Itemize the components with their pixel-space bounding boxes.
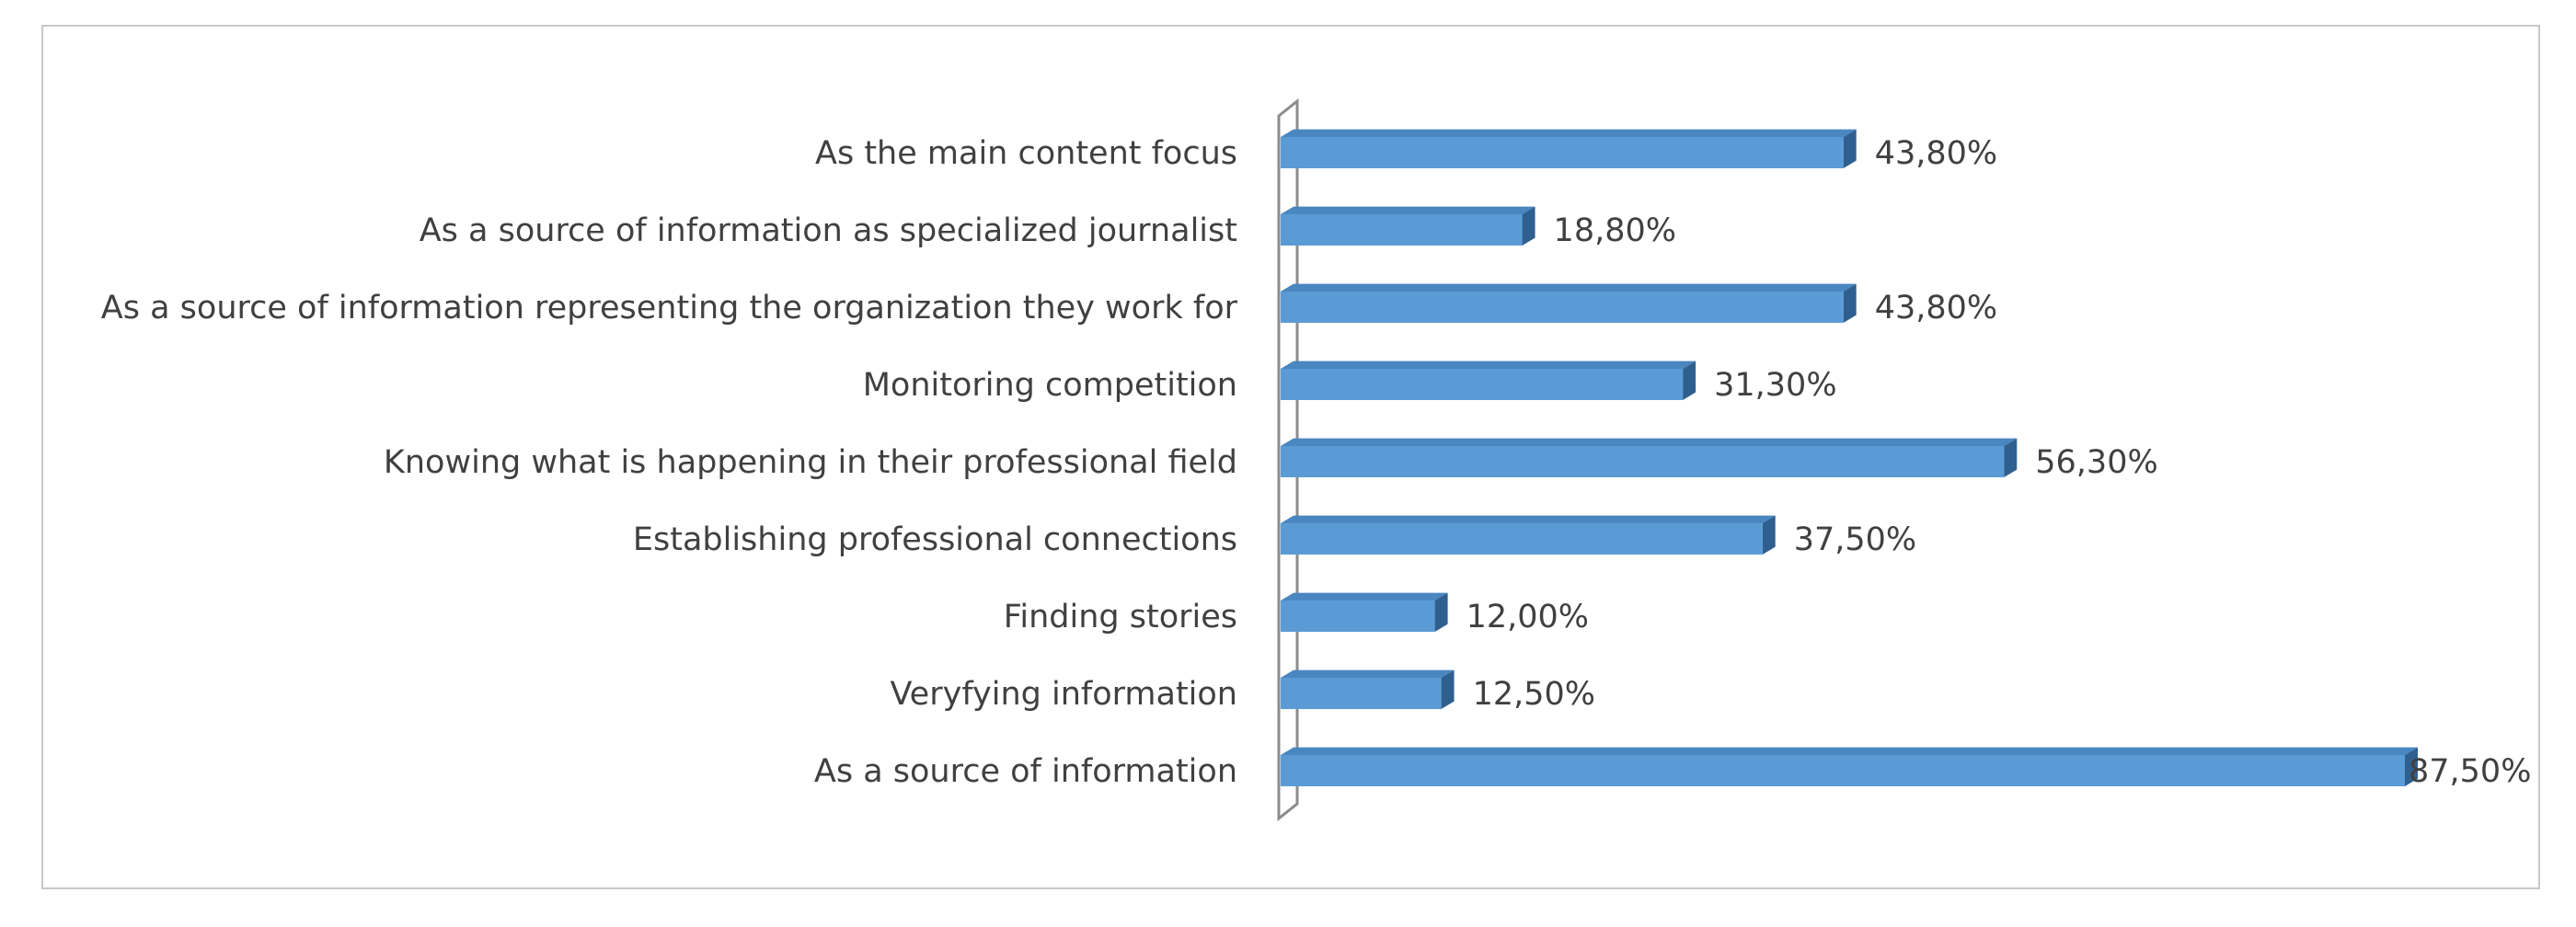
bar-front-face [1281, 369, 1684, 400]
bar [1281, 206, 1535, 246]
bar [1281, 515, 1776, 555]
bar-side-face [1843, 129, 1857, 168]
bar-side-face [1843, 283, 1857, 323]
bar-front-face [1281, 678, 1442, 709]
bar-side-face [2004, 438, 2018, 477]
data-label: 56,30% [2035, 444, 2157, 481]
axis-wall-outline [1277, 97, 1299, 822]
category-labels: As the main content focus As a source of … [101, 135, 1238, 790]
bar [1281, 747, 2418, 786]
bar-front-face [1281, 755, 2405, 786]
bar-series [1281, 129, 2418, 786]
bar-top-face [1281, 438, 2018, 446]
category-label: Knowing what is happening in their profe… [384, 444, 1237, 481]
bar [1281, 592, 1448, 632]
bar-top-face [1281, 283, 1857, 292]
bar-front-face [1281, 214, 1523, 246]
data-label: 12,00% [1466, 599, 1589, 635]
bar-top-face [1281, 360, 1696, 369]
bar-front-face [1281, 292, 1844, 323]
bar-top-face [1281, 670, 1455, 678]
bar-top-face [1281, 515, 1776, 523]
category-label: As the main content focus [815, 135, 1237, 172]
category-label: Monitoring competition [863, 367, 1237, 404]
bar-side-face [1434, 592, 1448, 632]
bar-top-face [1281, 129, 1857, 137]
bar [1281, 438, 2018, 477]
bar [1281, 670, 1455, 709]
bar-side-face [1522, 206, 1535, 246]
value-labels: 43,80% 18,80% 43,80% 31,30% 56,30% 37,50% 12,0… [1466, 135, 2532, 790]
bar-front-face [1281, 523, 1763, 555]
bar [1281, 129, 1857, 168]
bar-top-face [1281, 206, 1535, 214]
category-label: As a source of information [814, 753, 1237, 790]
bar-side-face [1683, 360, 1696, 400]
bar-front-face [1281, 601, 1435, 632]
category-label: Finding stories [1004, 599, 1237, 635]
bar-side-face [1441, 670, 1455, 709]
bar [1281, 360, 1696, 400]
bar-side-face [1762, 515, 1776, 555]
bar-side-face [2405, 747, 2418, 786]
bar-top-face [1281, 747, 2418, 755]
data-label: 12,50% [1473, 676, 1595, 713]
data-label: 43,80% [1875, 135, 1997, 172]
category-label: Veryfying information [890, 676, 1237, 713]
chart-axis-wall [1277, 97, 1299, 822]
category-label: As a source of information representing … [101, 290, 1238, 326]
data-label: 43,80% [1875, 290, 1997, 326]
data-label: 87,50% [2409, 753, 2531, 790]
category-label: As a source of information as specialize… [420, 212, 1237, 249]
data-label: 31,30% [1714, 367, 1836, 404]
bar-front-face [1281, 137, 1844, 168]
bar-front-face [1281, 446, 2005, 477]
data-label: 37,50% [1794, 521, 1916, 558]
data-label: 18,80% [1554, 212, 1676, 249]
bar [1281, 283, 1857, 323]
category-label: Establishing professional connections [633, 521, 1237, 558]
bar-top-face [1281, 592, 1448, 601]
